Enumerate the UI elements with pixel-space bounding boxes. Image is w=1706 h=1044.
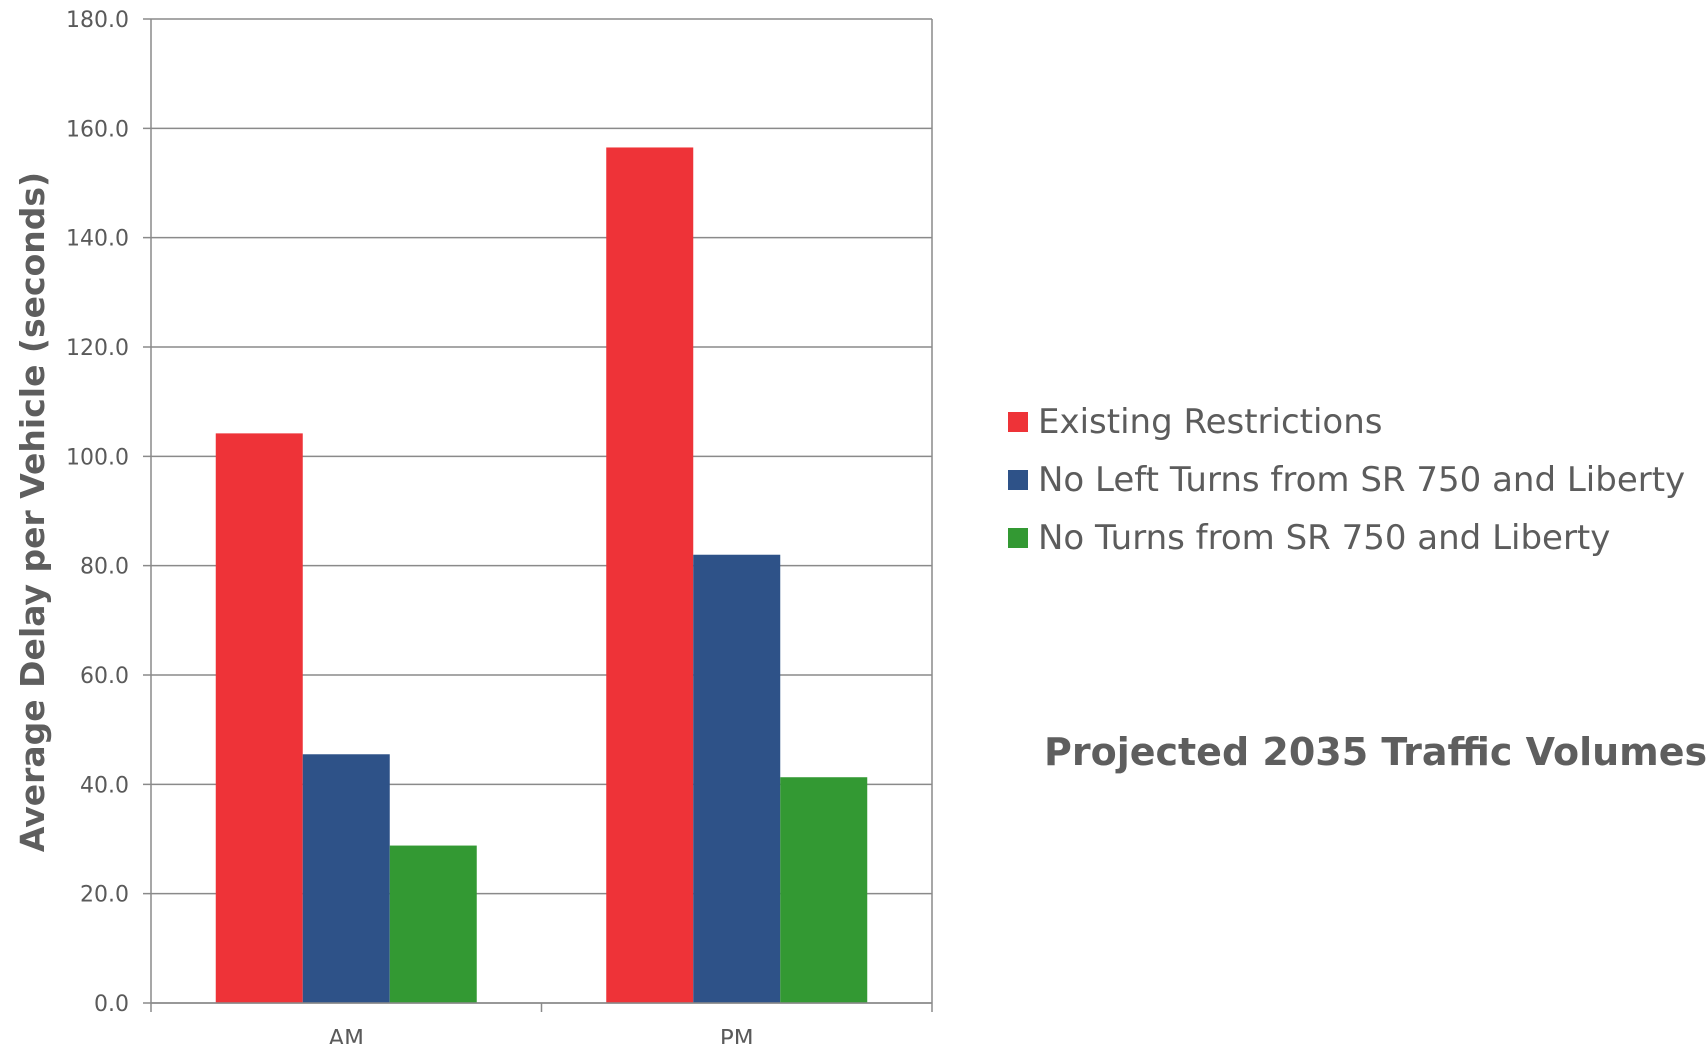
y-axis-label: Average Delay per Vehicle (seconds) — [13, 172, 52, 852]
x-category-label: AM — [328, 1026, 364, 1044]
legend-swatch — [1008, 470, 1028, 490]
y-tick-label: 160.0 — [66, 117, 129, 142]
bars — [215, 147, 868, 1004]
y-tick-label: 120.0 — [66, 336, 129, 361]
y-tick-label: 60.0 — [80, 664, 129, 689]
y-axis-ticks: 0.0 20.0 40.0 60.0 80.0 100.0 120.0 140.0 160.0 1… — [66, 8, 129, 1017]
bar — [780, 777, 868, 1003]
bar — [389, 845, 477, 1003]
legend-item-no-turns: No Turns from SR 750 and Liberty — [1008, 509, 1685, 567]
y-tick-label: 40.0 — [80, 773, 129, 798]
y-tick-label: 100.0 — [66, 445, 129, 470]
chart-annotation: Projected 2035 Traffic Volumes — [1044, 730, 1706, 774]
y-tick-label: 0.0 — [94, 992, 129, 1017]
legend-swatch — [1008, 528, 1028, 548]
y-tick-label: 80.0 — [80, 555, 129, 580]
bar — [302, 754, 390, 1003]
y-tick-label: 180.0 — [66, 8, 129, 33]
legend-label: Existing Restrictions — [1038, 402, 1383, 442]
x-category-label: PM — [720, 1026, 754, 1044]
bar — [606, 147, 694, 1003]
legend-item-no-left-turns: No Left Turns from SR 750 and Liberty — [1008, 451, 1685, 509]
y-tick-label: 20.0 — [80, 883, 129, 908]
bar — [693, 554, 781, 1003]
y-tick-label: 140.0 — [66, 227, 129, 252]
legend-label: No Turns from SR 750 and Liberty — [1038, 518, 1611, 558]
legend-label: No Left Turns from SR 750 and Liberty — [1038, 460, 1686, 500]
axes — [150, 19, 933, 1012]
legend: Existing Restrictions No Left Turns from… — [1008, 393, 1685, 567]
x-axis-categories: AM PM — [328, 1026, 753, 1044]
bar — [215, 433, 303, 1004]
legend-item-existing-restrictions: Existing Restrictions — [1008, 393, 1685, 451]
legend-swatch — [1008, 412, 1028, 432]
